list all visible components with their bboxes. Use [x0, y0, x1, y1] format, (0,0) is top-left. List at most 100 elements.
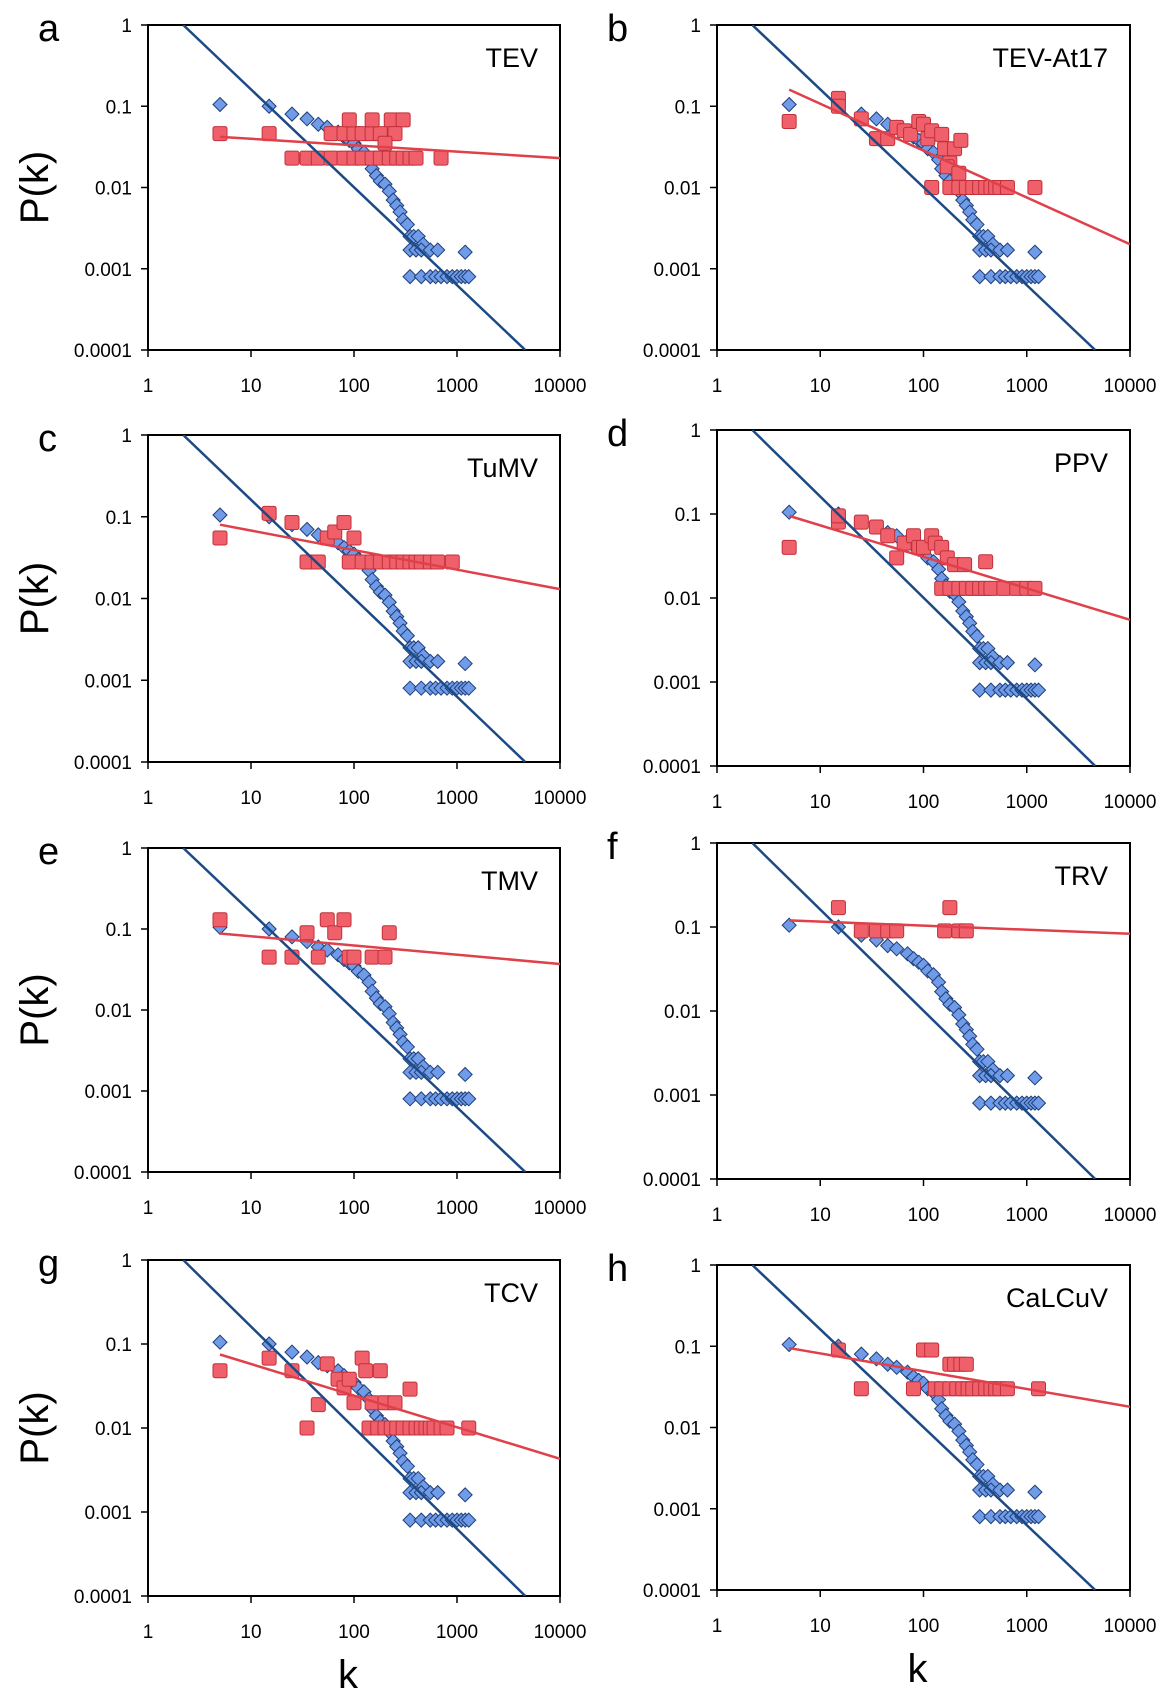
red-square-point — [212, 126, 228, 142]
red-fit-line — [219, 523, 560, 591]
red-square-point — [284, 515, 300, 531]
panel-letter: h — [607, 1248, 628, 1290]
red-square-point — [310, 1397, 326, 1413]
x-tick-label: 100 — [338, 1622, 370, 1643]
red-square-point — [1031, 1381, 1047, 1397]
red-square-point — [323, 126, 339, 142]
panel-g: 0.0001 0.001 0.01 0.1 1 1 10 100 1000 10000 TCV g P(… — [13, 1243, 586, 1697]
x-tick-label: 10 — [240, 1622, 261, 1643]
panel-letter: g — [38, 1243, 59, 1285]
blue-diamond-point — [299, 1349, 315, 1365]
blue-diamond-point — [457, 1487, 473, 1503]
red-fit-line — [789, 919, 1130, 936]
blue-diamond-point — [868, 111, 885, 127]
y-tick-label: 0.1 — [675, 918, 701, 939]
red-square-point — [953, 132, 969, 148]
panel-h: 0.0001 0.001 0.01 0.1 1 1 10 100 1000 10000 CaLCuV… — [607, 1248, 1156, 1691]
red-square-point — [341, 554, 357, 570]
red-square-point — [924, 180, 940, 195]
blue-diamond-point — [781, 96, 797, 113]
red-square-point — [346, 949, 362, 965]
red-square-point — [395, 112, 411, 128]
red-square-point — [364, 112, 380, 128]
blue-fit-line — [182, 1260, 527, 1596]
y-tick-label: 0.0001 — [643, 757, 701, 778]
red-square-point — [1027, 180, 1043, 195]
y-tick-label: 0.001 — [653, 1086, 701, 1107]
data-layer — [751, 430, 1130, 766]
x-tick-label: 1 — [143, 376, 154, 397]
x-axis-label: k — [908, 1647, 929, 1691]
red-square-point — [358, 1363, 374, 1379]
y-tick-label: 0.001 — [84, 1503, 132, 1524]
x-tick-label: 10000 — [1104, 1205, 1157, 1226]
y-tick-label: 0.001 — [653, 1500, 701, 1521]
red-square-point — [958, 1356, 974, 1372]
red-square-point — [212, 912, 228, 928]
red-square-point — [212, 530, 228, 546]
x-tick-label: 10000 — [534, 1622, 587, 1643]
blue-diamond-point — [299, 111, 315, 127]
x-tick-label: 1000 — [436, 1622, 478, 1643]
blue-diamond-point — [399, 1458, 416, 1475]
blue-diamond-point — [1027, 244, 1043, 260]
x-tick-label: 1 — [712, 376, 723, 397]
red-square-point — [377, 949, 393, 965]
x-tick-label: 10 — [240, 376, 261, 397]
blue-diamond-point — [430, 1064, 446, 1081]
y-tick-label: 0.0001 — [74, 753, 132, 774]
blue-diamond-point — [999, 242, 1016, 258]
y-tick-label: 0.1 — [675, 97, 701, 118]
blue-diamond-point — [1027, 657, 1043, 673]
red-square-point — [905, 1381, 921, 1397]
blue-diamond-point — [971, 682, 988, 698]
red-square-point — [830, 900, 846, 916]
x-tick-label: 100 — [908, 792, 940, 813]
y-tick-label: 1 — [121, 16, 132, 37]
red-square-point — [983, 580, 999, 596]
red-square-point — [319, 912, 335, 928]
data-layer — [182, 848, 560, 1172]
x-tick-label: 1000 — [1006, 376, 1048, 397]
red-square-point — [261, 949, 277, 965]
blue-diamond-point — [1027, 1070, 1043, 1086]
x-tick-label: 10000 — [534, 376, 587, 397]
blue-diamond-point — [461, 268, 477, 285]
y-tick-label: 0.01 — [664, 1002, 701, 1023]
blue-diamond-point — [402, 1091, 418, 1107]
x-tick-label: 10000 — [1104, 1616, 1157, 1637]
x-tick-label: 1 — [712, 792, 723, 813]
x-tick-label: 10 — [240, 1198, 261, 1219]
red-square-point — [978, 554, 994, 570]
data-layer — [751, 843, 1130, 1179]
red-square-point — [212, 1363, 228, 1379]
red-square-point — [341, 1371, 357, 1387]
red-square-point — [934, 126, 950, 142]
red-square-point — [402, 1381, 418, 1397]
panel-title: TEV — [485, 43, 538, 73]
panel-letter: a — [38, 8, 60, 50]
red-square-point — [433, 150, 449, 166]
x-tick-label: 10000 — [534, 788, 587, 809]
blue-diamond-point — [971, 1508, 988, 1525]
y-tick-label: 0.0001 — [643, 1581, 701, 1602]
blue-diamond-point — [999, 1067, 1016, 1084]
blue-diamond-point — [461, 1512, 477, 1528]
red-square-point — [889, 550, 905, 566]
y-tick-label: 1 — [690, 16, 701, 37]
panel-a: 0.0001 0.001 0.01 0.1 1 1 10 100 1000 10000 TEV a P(… — [13, 8, 586, 397]
blue-diamond-point — [1030, 682, 1047, 698]
red-square-point — [354, 1350, 370, 1366]
y-tick-label: 0.0001 — [74, 1163, 132, 1184]
blue-diamond-point — [430, 1484, 446, 1501]
red-square-point — [346, 530, 362, 546]
x-tick-label: 1 — [143, 1198, 154, 1219]
blue-diamond-point — [457, 655, 473, 672]
y-tick-label: 1 — [690, 421, 701, 442]
y-tick-label: 0.0001 — [74, 341, 132, 362]
y-tick-label: 0.01 — [95, 590, 132, 611]
data-layer — [751, 1265, 1130, 1590]
red-fit-line — [788, 88, 1130, 246]
y-tick-label: 0.0001 — [643, 1170, 701, 1191]
panel-letter: b — [607, 8, 628, 50]
